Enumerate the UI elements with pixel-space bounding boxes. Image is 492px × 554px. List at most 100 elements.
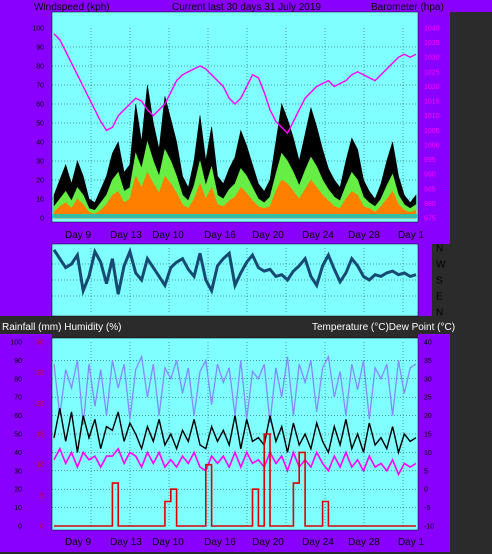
compass-label: N xyxy=(436,308,443,319)
wind-speed-area xyxy=(53,171,417,219)
x-day-label: Day 1 xyxy=(398,537,425,548)
x-day-label: Day 20 xyxy=(252,230,284,241)
temp-tick-label: -5 xyxy=(424,505,430,512)
compass-label: S xyxy=(436,276,443,287)
x-day-label: Day 10 xyxy=(152,537,184,548)
temp-tick-label: 40 xyxy=(424,340,432,347)
header-left-label: Windspeed (kph) xyxy=(34,2,110,13)
temp-tick-label: 5 xyxy=(424,468,428,475)
top-bottom-strip xyxy=(0,222,450,244)
rain-tick-label: 0 xyxy=(40,524,44,531)
dir-tick-label: 360 xyxy=(34,246,46,253)
baro-tick-label: 1040 xyxy=(424,26,440,33)
baro-tick-label: 980 xyxy=(424,201,436,208)
x-day-label: Day 24 xyxy=(302,537,334,548)
top-left-panel xyxy=(0,12,52,230)
compass-label: E xyxy=(436,292,443,303)
temp-tick-label: 25 xyxy=(424,395,432,402)
humidity-tick-label: 80 xyxy=(14,376,22,383)
wind-tick-label: 90 xyxy=(36,45,44,52)
dir-right-panel xyxy=(418,244,432,316)
temp-dew-heading: Temperature (°C)Dew Point (°C) xyxy=(312,322,455,333)
barometer-line xyxy=(53,33,417,135)
wind-tick-label: 80 xyxy=(36,64,44,71)
dir-tick-label: 0 xyxy=(42,310,46,317)
dir-tick-label: 180 xyxy=(34,278,46,285)
x-day-label: Day 9 xyxy=(65,230,92,241)
temp-tick-label: 10 xyxy=(424,450,432,457)
humidity-tick-label: 100 xyxy=(10,340,22,347)
x-day-label: Day 10 xyxy=(152,230,184,241)
humidity-tick-label: 70 xyxy=(14,395,22,402)
baro-tick-label: 990 xyxy=(424,172,436,179)
compass-label: W xyxy=(436,260,446,271)
x-day-label: Day 13 xyxy=(110,537,142,548)
x-day-label: Day 28 xyxy=(348,537,380,548)
temp-tick-label: 15 xyxy=(424,432,432,439)
rain-humidity-heading: Rainfall (mm) Humidity (%) xyxy=(2,322,121,333)
rain-tick-label: 5 xyxy=(40,493,44,500)
baro-tick-label: 1020 xyxy=(424,84,440,91)
baro-tick-label: 1005 xyxy=(424,128,440,135)
humidity-tick-label: 0 xyxy=(18,524,22,531)
rain-tick-label: 30 xyxy=(36,340,44,347)
header-bar xyxy=(0,0,492,12)
rain-tick-label: 15 xyxy=(36,432,44,439)
x-day-label: Day 9 xyxy=(65,537,92,548)
baro-tick-label: 1010 xyxy=(424,113,440,120)
baro-tick-label: 1030 xyxy=(424,55,440,62)
baro-tick-label: 1015 xyxy=(424,99,440,106)
wind-tick-label: 30 xyxy=(36,159,44,166)
wind-tick-label: 20 xyxy=(36,178,44,185)
humidity-tick-label: 20 xyxy=(14,487,22,494)
temp-tick-label: 0 xyxy=(424,487,428,494)
x-day-label: Day 16 xyxy=(204,230,236,241)
baro-tick-label: 995 xyxy=(424,157,436,164)
humidity-tick-label: 30 xyxy=(14,468,22,475)
baro-tick-label: 1000 xyxy=(424,142,440,149)
baro-tick-label: 975 xyxy=(424,216,436,223)
humidity-tick-label: 10 xyxy=(14,505,22,512)
temp-tick-label: -10 xyxy=(424,524,434,531)
compass-label: N xyxy=(436,244,443,255)
temp-tick-label: 30 xyxy=(424,376,432,383)
rainfall-line xyxy=(54,433,416,527)
rain-tick-label: 10 xyxy=(36,462,44,469)
rain-tick-label: 20 xyxy=(36,401,44,408)
wind-tick-label: 10 xyxy=(36,197,44,204)
x-day-label: Day 16 xyxy=(204,537,236,548)
humidity-tick-label: 40 xyxy=(14,450,22,457)
wind-tick-label: 50 xyxy=(36,121,44,128)
humidity-tick-label: 90 xyxy=(14,358,22,365)
dir-tick-label: 90 xyxy=(38,294,46,301)
rain-tick-label: 25 xyxy=(36,370,44,377)
x-day-label: Day 1 xyxy=(398,230,425,241)
wind-tick-label: 70 xyxy=(36,83,44,90)
wind-tick-label: 40 xyxy=(36,140,44,147)
bottom-bottom-strip xyxy=(0,530,450,552)
humidity-tick-label: 50 xyxy=(14,432,22,439)
wind-tick-label: 60 xyxy=(36,102,44,109)
baro-tick-label: 1025 xyxy=(424,69,440,76)
x-day-label: Day 24 xyxy=(302,230,334,241)
bottom-left-panel xyxy=(0,334,52,552)
humidity-tick-label: 60 xyxy=(14,413,22,420)
x-day-label: Day 13 xyxy=(110,230,142,241)
top-right-panel xyxy=(418,12,450,230)
x-day-label: Day 28 xyxy=(348,230,380,241)
temperature-line xyxy=(53,408,417,456)
x-day-label: Day 20 xyxy=(252,537,284,548)
wind-tick-label: 0 xyxy=(40,216,44,223)
header-center-label: Current last 30 days 31 July 2019 xyxy=(172,2,321,13)
bottom-right-panel xyxy=(418,334,450,552)
wind-tick-label: 100 xyxy=(32,26,44,33)
header-right-label: Barometer (hpa) xyxy=(371,2,444,13)
dir-left-panel xyxy=(0,244,52,316)
baro-tick-label: 985 xyxy=(424,186,436,193)
dir-tick-label: 270 xyxy=(34,262,46,269)
temp-tick-label: 35 xyxy=(424,358,432,365)
wind-low-band xyxy=(52,214,418,218)
direction-trace xyxy=(52,246,417,297)
baro-tick-label: 1035 xyxy=(424,40,440,47)
